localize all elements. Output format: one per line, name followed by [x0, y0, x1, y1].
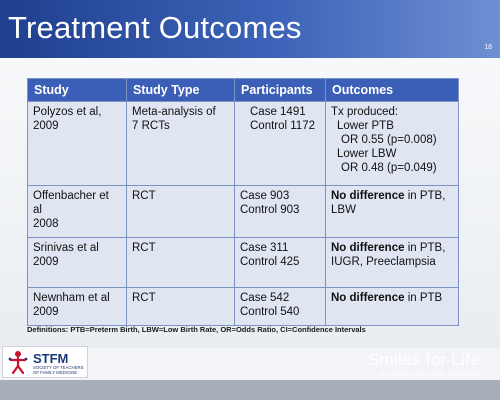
cell-text: 2009 [33, 306, 59, 318]
slide-header: Treatment Outcomes 18 [0, 0, 500, 58]
table-row: Polyzos et al, 2009 Meta-analysis of 7 R… [27, 101, 459, 186]
cell-text: OR 0.48 (p=0.049) [341, 162, 437, 174]
table-row: Newnham et al 2009 RCT Case 542 Control … [27, 287, 459, 326]
cell-participants: Case 903 Control 903 [234, 185, 326, 238]
cell-text: 2009 [33, 120, 59, 132]
cell-participants: Case 311 Control 425 [234, 237, 326, 288]
cell-text: IUGR, Preeclampsia [331, 256, 436, 268]
definitions-note: Definitions: PTB=Preterm Birth, LBW=Low … [27, 325, 366, 334]
cell-text: No difference in PTB, [331, 241, 453, 255]
cell-participants: Case 1491 Control 1172 [234, 101, 326, 186]
cell-text: No difference in PTB [331, 291, 453, 305]
cell-text: Control 903 [240, 204, 300, 216]
cell-text: Lower PTB [337, 120, 394, 132]
cell-text: Newnham et al [33, 292, 110, 304]
cell-text: RCT [132, 242, 156, 254]
slide-number: 18 [484, 44, 492, 51]
cell-text: Case 542 [240, 292, 290, 304]
cell-text: Offenbacher et [33, 190, 109, 202]
cell-text: Case 1491 [250, 106, 306, 118]
stfm-figure-icon [8, 351, 28, 374]
column-header-outcomes: Outcomes [325, 78, 459, 102]
cell-text: Case 903 [240, 190, 290, 202]
no-difference-label: No difference [331, 292, 405, 304]
table-header-row: Study Study Type Participants Outcomes [27, 78, 459, 102]
table-row: Offenbacher et al 2008 RCT Case 903 Cont… [27, 185, 459, 238]
stfm-logo-text: STFM [33, 351, 69, 366]
stfm-logo: STFM SOCIETY OF TEACHERS OF FAMILY MEDIC… [2, 346, 88, 378]
cell-text: Lower LBW [337, 148, 397, 160]
outcome-text: in PTB [404, 292, 443, 304]
slide-title: Treatment Outcomes [8, 10, 302, 45]
outcomes-table: Study Study Type Participants Outcomes P… [27, 78, 459, 326]
cell-text: 2008 [33, 218, 59, 230]
cell-study-type: RCT [126, 185, 235, 238]
cell-text: RCT [132, 190, 156, 202]
cell-study-type: Meta-analysis of 7 RCTs [126, 101, 235, 186]
cell-outcomes: No difference in PTB, LBW [325, 185, 459, 238]
cell-study-type: RCT [126, 287, 235, 326]
smiles-for-life-logo: Smiles for Life A national oral health c… [368, 350, 480, 378]
table-row: Srinivas et al 2009 RCT Case 311 Control… [27, 237, 459, 288]
outcome-text: in PTB, [404, 190, 446, 202]
cell-outcomes: No difference in PTB, IUGR, Preeclampsia [325, 237, 459, 288]
column-header-participants: Participants [234, 78, 326, 102]
cell-text: Control 1172 [250, 120, 315, 132]
cell-text: 7 RCTs [132, 120, 170, 132]
no-difference-label: No difference [331, 190, 405, 202]
cell-study: Polyzos et al, 2009 [27, 101, 127, 186]
cell-outcomes: Tx produced: Lower PTB OR 0.55 (p=0.008)… [325, 101, 459, 186]
stfm-logo-subtitle: SOCIETY OF TEACHERS OF FAMILY MEDICINE [33, 365, 84, 375]
cell-text: OR 0.55 (p=0.008) [341, 134, 437, 146]
cell-study-type: RCT [126, 237, 235, 288]
brand-name: Smiles for Life [367, 350, 480, 369]
outcome-text: in PTB, [404, 242, 446, 254]
no-difference-label: No difference [331, 242, 405, 254]
cell-participants: Case 542 Control 540 [234, 287, 326, 326]
cell-text: al [33, 204, 42, 216]
cell-text: Srinivas et al [33, 242, 99, 254]
cell-text: No difference in PTB, [331, 189, 453, 203]
cell-study: Newnham et al 2009 [27, 287, 127, 326]
footer-bar [0, 380, 500, 400]
column-header-study: Study [27, 78, 127, 102]
brand-tagline: A national oral health curriculum [380, 371, 480, 378]
cell-text: Case 311 [240, 242, 289, 254]
cell-text: RCT [132, 292, 156, 304]
cell-text: Control 540 [240, 306, 300, 318]
cell-text: Control 425 [240, 256, 300, 268]
cell-outcomes: No difference in PTB [325, 287, 459, 326]
cell-text: Tx produced: [331, 106, 399, 118]
cell-study: Srinivas et al 2009 [27, 237, 127, 288]
cell-text: 2009 [33, 256, 59, 268]
column-header-study-type: Study Type [126, 78, 235, 102]
cell-text: Polyzos et al, [33, 106, 102, 118]
cell-text: LBW [331, 204, 356, 216]
cell-text: Meta-analysis of [132, 106, 216, 118]
cell-study: Offenbacher et al 2008 [27, 185, 127, 238]
